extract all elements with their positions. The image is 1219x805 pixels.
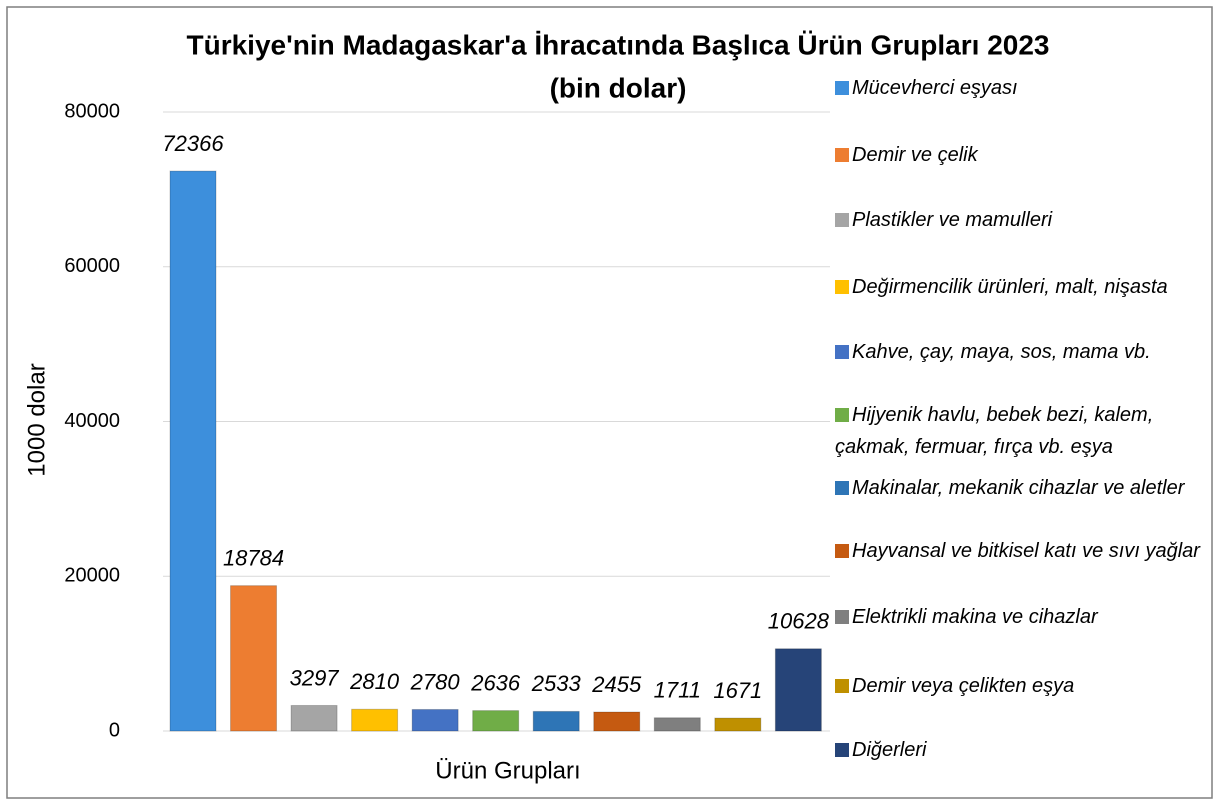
y-tick-label: 80000 [64,100,120,122]
legend-swatch [835,408,849,422]
y-tick-label: 0 [109,719,120,741]
legend-swatch [835,81,849,95]
legend-item: Hijyenik havlu, bebek bezi, kalem, çakma… [835,399,1205,463]
bar [714,717,762,732]
legend-label: Mücevherci eşyası [852,77,1018,99]
bar [411,708,459,732]
bar [593,711,641,732]
legend-item: Demir ve çelik [835,139,1205,171]
legend-label: Hayvansal ve bitkisel katı ve sıvı yağla… [852,540,1200,562]
legend-label: Demir veya çelikten eşya [852,675,1075,697]
legend-swatch [835,345,849,359]
value-label: 3297 [290,665,340,690]
value-label: 18784 [223,545,284,570]
bar [169,170,217,732]
value-label: 10628 [768,609,830,634]
bar [653,717,701,732]
bar [351,708,399,732]
legend-item: Elektrikli makina ve cihazlar [835,601,1205,633]
chart-title: Türkiye'nin Madagaskar'a İhracatında Baş… [187,29,1050,60]
legend-label: Elektrikli makina ve cihazlar [852,606,1098,628]
bar [472,710,520,732]
value-label: 1711 [654,678,701,703]
bar [532,710,580,732]
legend-item: Kahve, çay, maya, sos, mama vb. [835,336,1205,368]
legend-label: Değirmencilik ürünleri, malt, nişasta [852,276,1168,298]
legend-swatch [835,679,849,693]
legend-item: Makinalar, mekanik cihazlar ve aletler [835,472,1205,504]
value-label: 2810 [349,669,400,694]
legend-swatch [835,481,849,495]
legend-label: Diğerleri [852,739,927,761]
legend-swatch [835,280,849,294]
legend-item: Hayvansal ve bitkisel katı ve sıvı yağla… [835,535,1205,567]
bar [230,585,278,732]
x-axis-label: Ürün Grupları [435,757,580,784]
legend-item: Demir veya çelikten eşya [835,670,1205,702]
legend-swatch [835,610,849,624]
legend-label: Makinalar, mekanik cihazlar ve aletler [852,477,1185,499]
value-label: 2533 [531,671,582,696]
legend-item: Plastikler ve mamulleri [835,204,1205,236]
value-label: 2780 [410,669,461,694]
value-label: 2636 [470,670,521,695]
y-tick-label: 40000 [64,410,120,432]
value-label: 2455 [591,672,642,697]
bar [290,704,338,732]
legend-item: Diğerleri [835,734,1205,766]
legend-swatch [835,213,849,227]
legend-item: Değirmencilik ürünleri, malt, nişasta [835,271,1205,303]
value-label: 72366 [162,131,224,156]
legend-swatch [835,743,849,757]
legend-swatch [835,148,849,162]
y-axis-label: 1000 dolar [23,363,50,476]
legend-label: Plastikler ve mamulleri [852,209,1053,231]
bar [774,648,822,732]
legend-label: Kahve, çay, maya, sos, mama vb. [852,341,1151,363]
y-tick-label: 20000 [64,565,120,587]
legend-swatch [835,544,849,558]
chart-subtitle: (bin dolar) [550,72,687,103]
legend-item: Mücevherci eşyası [835,72,1205,104]
legend-label: Hijyenik havlu, bebek bezi, kalem, çakma… [835,404,1154,458]
value-label: 1671 [713,678,762,703]
y-tick-label: 60000 [64,255,120,277]
legend-label: Demir ve çelik [852,144,978,166]
